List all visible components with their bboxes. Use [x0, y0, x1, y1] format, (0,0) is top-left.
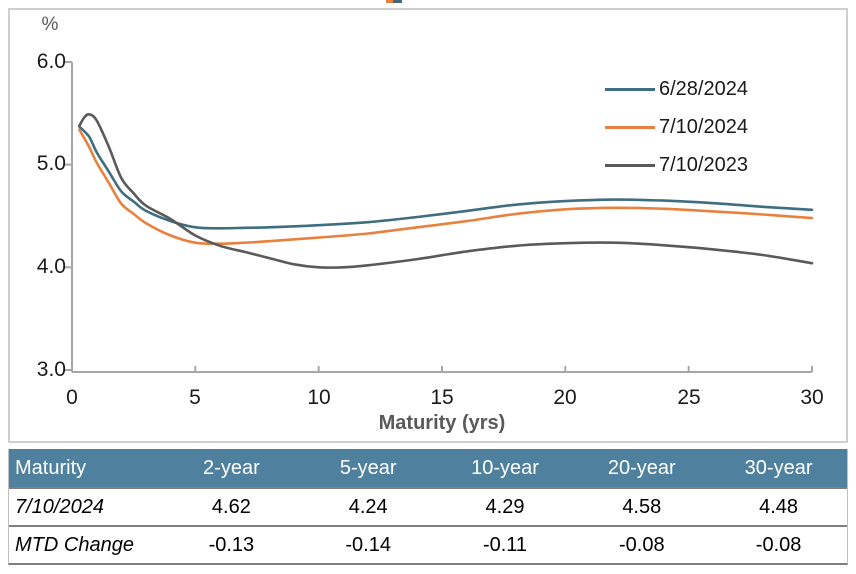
- y-tick-label: 6.0: [36, 50, 66, 73]
- x-tick-label: 20: [553, 386, 577, 409]
- x-tick-label: 25: [677, 386, 701, 409]
- x-tick-label: 15: [430, 386, 454, 409]
- table-header-cell: 20-year: [607, 456, 676, 479]
- cropped-title-fragment: [386, 0, 402, 3]
- legend-line-swatch: [605, 87, 655, 91]
- x-tick-label: 5: [189, 386, 201, 409]
- row-label: MTD Change: [15, 533, 134, 556]
- y-tick-label: 3.0: [36, 358, 66, 381]
- legend-line-swatch: [605, 163, 655, 167]
- series-line-7-10-2024: [78, 128, 814, 246]
- y-axis-unit-label: %: [41, 14, 59, 35]
- legend-label: 7/10/2024: [659, 115, 748, 138]
- legend-item: 7/10/2023: [605, 146, 748, 184]
- series-line-7-10-2023: [78, 112, 814, 269]
- table-value: -0.08: [755, 533, 802, 556]
- x-tick-label: 30: [800, 386, 824, 409]
- x-tick-label: 0: [66, 386, 78, 409]
- chart-legend: 6/28/2024 7/10/2024 7/10/2023: [605, 70, 748, 184]
- yield-table: Maturity 2-year 5-year 10-year 20-year 3…: [8, 449, 848, 565]
- legend-item: 7/10/2024: [605, 108, 748, 146]
- table-value: 4.29: [485, 495, 525, 518]
- table-value: 4.62: [211, 495, 251, 518]
- table-header-cell: Maturity: [15, 456, 87, 479]
- table-value: -0.14: [345, 533, 391, 556]
- table-value: 4.58: [622, 495, 662, 518]
- table-row: MTD Change -0.13 -0.14 -0.11 -0.08 -0.08: [9, 525, 847, 563]
- table-value: -0.11: [482, 533, 528, 556]
- y-tick-label: 5.0: [36, 152, 66, 175]
- table-header-cell: 5-year: [339, 456, 397, 479]
- series-line-6-28-2024: [78, 125, 814, 230]
- legend-item: 6/28/2024: [605, 70, 748, 108]
- table-value: -0.08: [618, 533, 665, 556]
- x-tick-label: 10: [307, 386, 331, 409]
- table-value: 4.24: [348, 495, 388, 518]
- table-header-row: Maturity 2-year 5-year 10-year 20-year 3…: [9, 449, 847, 487]
- table-value: 4.48: [759, 495, 799, 518]
- table-header-cell: 30-year: [744, 456, 813, 479]
- table-header-cell: 2-year: [203, 456, 260, 479]
- x-axis-title: Maturity (yrs): [378, 412, 506, 434]
- table-row: 7/10/2024 4.62 4.24 4.29 4.58 4.48: [9, 487, 847, 525]
- row-label: 7/10/2024: [15, 495, 104, 518]
- table-value: -0.13: [208, 533, 255, 556]
- y-tick-label: 4.0: [36, 255, 66, 278]
- chart-canvas: [65, 61, 814, 373]
- legend-label: 6/28/2024: [659, 77, 748, 100]
- legend-line-swatch: [605, 125, 655, 129]
- yield-curve-chart: % 6.0 5.0 4.0 3.0 0 5 10 15 20 25 30 Mat…: [8, 8, 848, 443]
- table-header-cell: 10-year: [471, 456, 539, 479]
- legend-label: 7/10/2023: [659, 153, 748, 176]
